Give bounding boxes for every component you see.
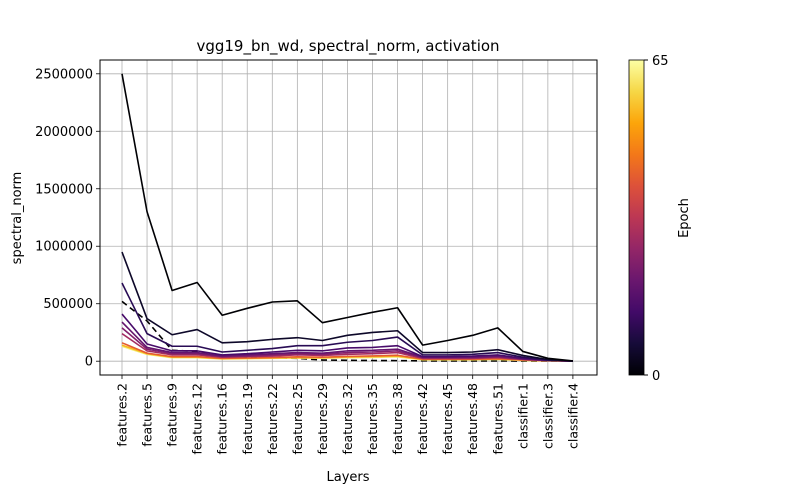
x-tick-label: features.22 [265, 383, 280, 455]
x-tick-label: classifier.3 [540, 383, 555, 449]
x-tick-label: features.5 [140, 383, 155, 447]
y-axis-label: spectral_norm [10, 172, 25, 265]
x-tick-label: features.48 [465, 383, 480, 455]
y-tick-label: 1000000 [35, 240, 93, 255]
x-tick-label: features.16 [215, 383, 230, 455]
series-line [121, 327, 573, 362]
x-tick-label: classifier.4 [565, 383, 580, 449]
x-tick-label: features.9 [165, 383, 180, 447]
x-tick-label: features.45 [440, 383, 455, 455]
series-group [121, 73, 573, 362]
x-tick-label: features.42 [415, 383, 430, 455]
grid [100, 60, 597, 375]
axis-ticks: features.2 features.5 features.9 features.1… [35, 67, 580, 454]
y-tick-label: 500000 [43, 297, 93, 312]
x-tick-label: features.38 [390, 383, 405, 455]
series-line [121, 251, 573, 362]
series-line [121, 342, 573, 362]
colorbar-min-label: 0 [652, 369, 660, 384]
y-tick-label: 0 [85, 355, 93, 370]
x-tick-label: features.32 [340, 383, 355, 455]
x-axis-label: Layers [326, 470, 369, 485]
chart-title: vgg19_bn_wd, spectral_norm, activation [196, 37, 499, 56]
colorbar: 65 0 Epoch [628, 54, 692, 384]
colorbar-gradient [628, 59, 645, 376]
y-tick-label: 2500000 [35, 67, 93, 82]
x-tick-label: features.29 [315, 383, 330, 455]
x-tick-label: classifier.1 [515, 383, 530, 449]
series-line [121, 73, 573, 362]
x-tick-label: features.51 [490, 383, 505, 455]
series-line [121, 321, 573, 362]
y-tick-label: 2000000 [35, 125, 93, 140]
colorbar-max-label: 65 [652, 54, 669, 69]
plot-frame [99, 59, 598, 376]
x-tick-label: features.2 [115, 383, 130, 447]
y-tick-label: 1500000 [35, 182, 93, 197]
colorbar-label: Epoch [677, 198, 692, 238]
x-tick-label: features.19 [240, 383, 255, 455]
series-line [121, 313, 573, 362]
series-line [121, 282, 573, 362]
x-tick-label: features.25 [290, 383, 305, 455]
x-tick-label: features.12 [190, 383, 205, 455]
x-tick-label: features.35 [365, 383, 380, 455]
